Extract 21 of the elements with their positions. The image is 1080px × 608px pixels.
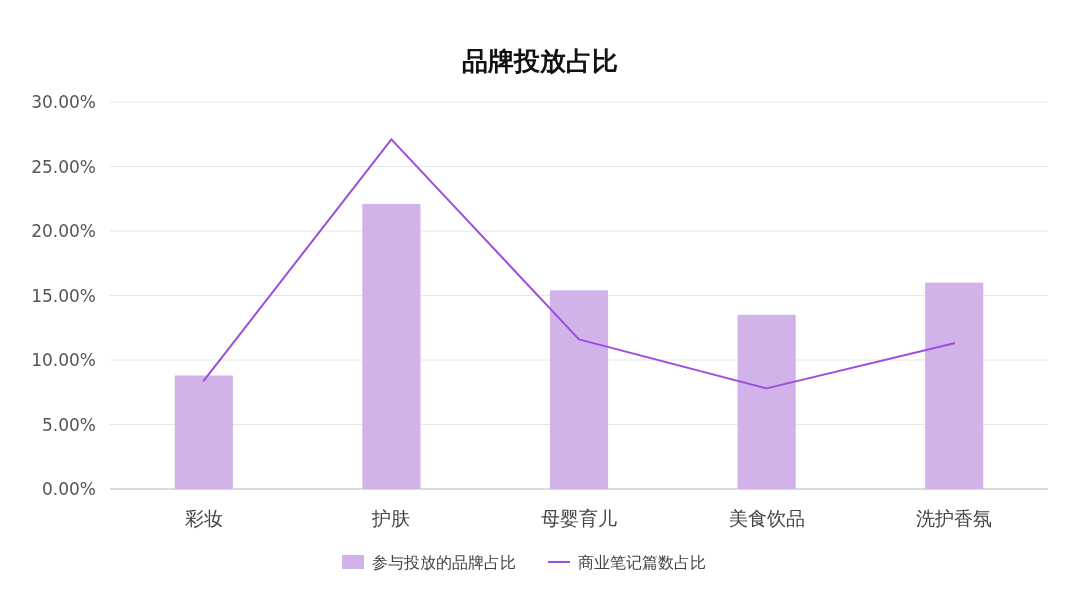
legend-label: 参与投放的品牌占比 — [372, 553, 516, 572]
x-tick-label: 母婴育儿 — [541, 507, 617, 529]
bar — [549, 290, 609, 489]
bar — [362, 203, 421, 489]
y-tick-label: 20.00% — [31, 221, 96, 241]
x-tick-label: 护肤 — [371, 507, 411, 529]
line-series — [202, 138, 956, 390]
x-tick-label: 彩妆 — [184, 507, 223, 529]
y-tick-label: 15.00% — [31, 285, 96, 306]
legend-label: 商业笔记篇数占比 — [578, 553, 706, 572]
bar — [925, 282, 984, 489]
chart-title: 品牌投放占比 — [462, 46, 618, 76]
bar — [174, 375, 233, 489]
y-tick-label: 25.00% — [31, 156, 96, 177]
y-tick-label: 30.00% — [31, 92, 96, 112]
x-tick-label: 洗护香氛 — [916, 507, 993, 529]
y-tick-label: 0.00% — [41, 479, 96, 499]
bar — [737, 314, 796, 489]
y-tick-label: 10.00% — [31, 350, 96, 370]
y-tick-label: 5.00% — [41, 414, 96, 435]
x-tick-label: 美食饮品 — [728, 507, 805, 529]
